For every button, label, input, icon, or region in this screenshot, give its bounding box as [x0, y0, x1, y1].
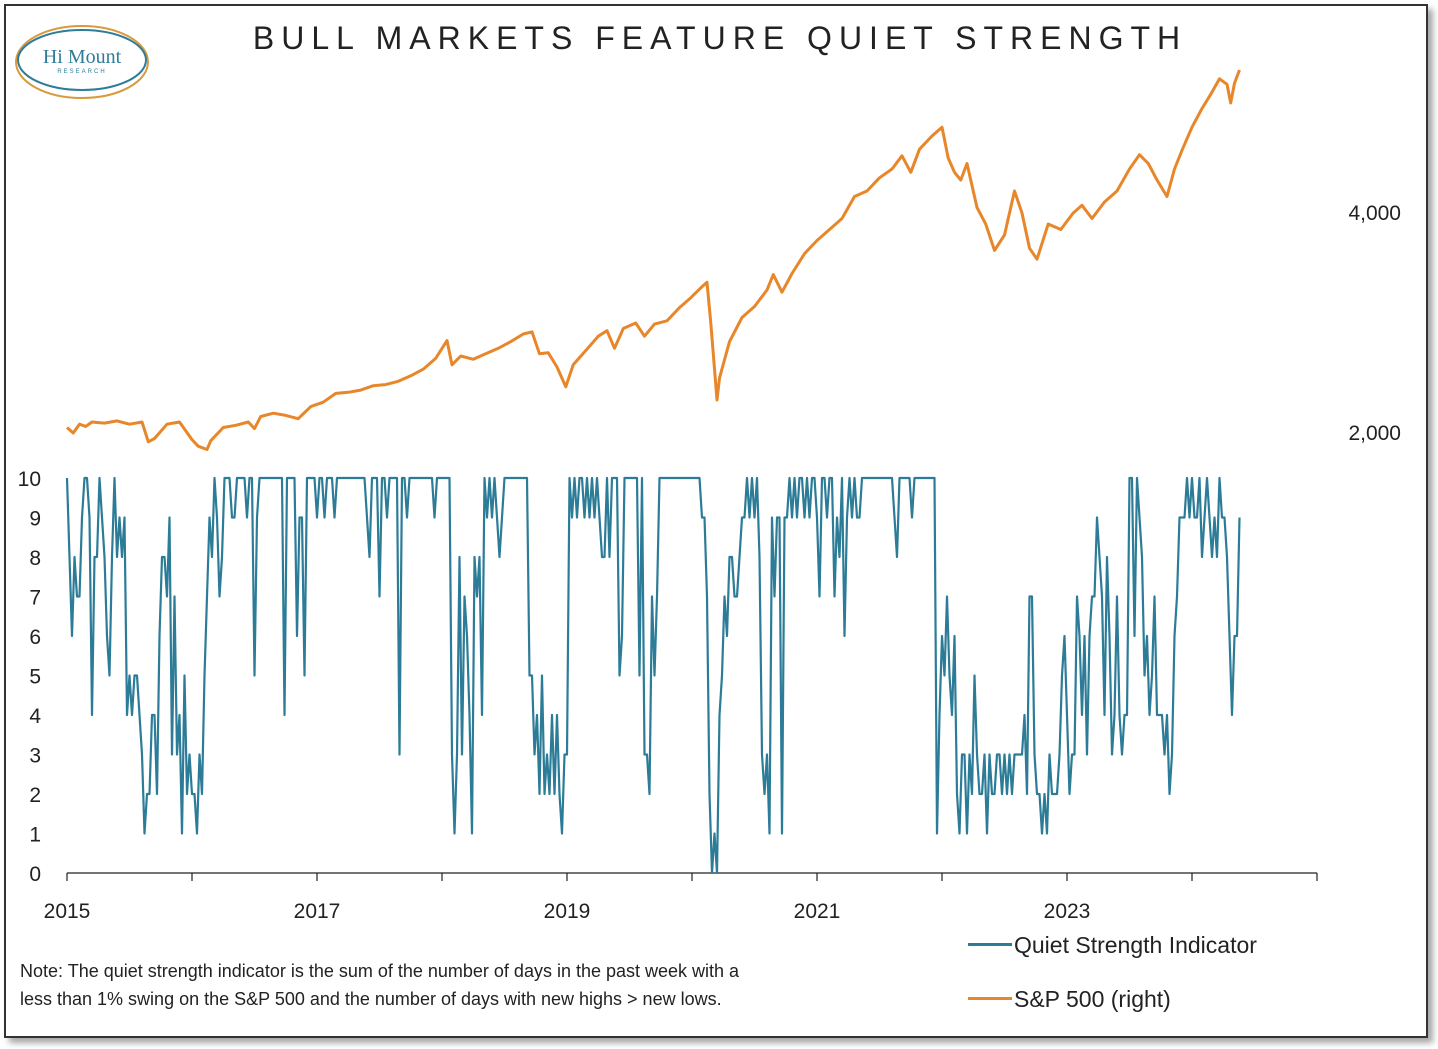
x-tick-label-2017: 2017 — [294, 900, 341, 923]
y-left-tick-label-8: 8 — [29, 547, 41, 570]
y-left-tick-label-3: 3 — [29, 745, 41, 768]
x-tick-label-2021: 2021 — [794, 900, 841, 923]
logo-ellipse-icon — [15, 25, 149, 99]
x-tick-label-2019: 2019 — [544, 900, 591, 923]
series-line-qsi — [65, 476, 1241, 875]
footnote: Note: The quiet strength indicator is th… — [20, 957, 860, 1013]
y-left-tick-label-7: 7 — [29, 587, 41, 610]
logo-name: Hi Mount — [42, 46, 122, 68]
logo-subtitle: RESEARCH — [57, 69, 107, 75]
x-tick-label-2023: 2023 — [1044, 900, 1091, 923]
y-left-tick-label-9: 9 — [29, 508, 41, 531]
y-left-tick-label-1: 1 — [29, 824, 41, 847]
y-right-tick-label-4000: 4,000 — [1348, 202, 1401, 225]
y-left-tick-label-5: 5 — [29, 666, 41, 689]
legend-label-qsi: Quiet Strength Indicator — [1014, 932, 1257, 958]
y-right-tick-label-2000: 2,000 — [1348, 422, 1401, 445]
y-left-tick-label-4: 4 — [29, 705, 41, 728]
chart-title: BULL MARKETS FEATURE QUIET STRENGTH — [252, 20, 1188, 56]
legend-swatch-spx — [968, 997, 1012, 1001]
hi-mount-logo: Hi Mount RESEARCH — [12, 22, 152, 102]
y-left-tick-label-2: 2 — [29, 784, 41, 807]
y-left-tick-label-0: 0 — [29, 863, 41, 886]
legend-swatch-qsi — [968, 943, 1012, 947]
y-left-tick-label-10: 10 — [18, 468, 41, 491]
legend-item-spx: S&P 500 (right) — [968, 986, 1171, 1013]
legend-item-qsi: Quiet Strength Indicator — [968, 932, 1257, 959]
x-tick-label-2015: 2015 — [44, 900, 91, 923]
series-line-spx — [66, 69, 1241, 451]
legend-label-spx: S&P 500 (right) — [1014, 986, 1171, 1012]
footnote-line-2: less than 1% swing on the S&P 500 and th… — [20, 989, 722, 1009]
footnote-line-1: Note: The quiet strength indicator is th… — [20, 961, 740, 981]
y-left-tick-label-6: 6 — [29, 626, 41, 649]
